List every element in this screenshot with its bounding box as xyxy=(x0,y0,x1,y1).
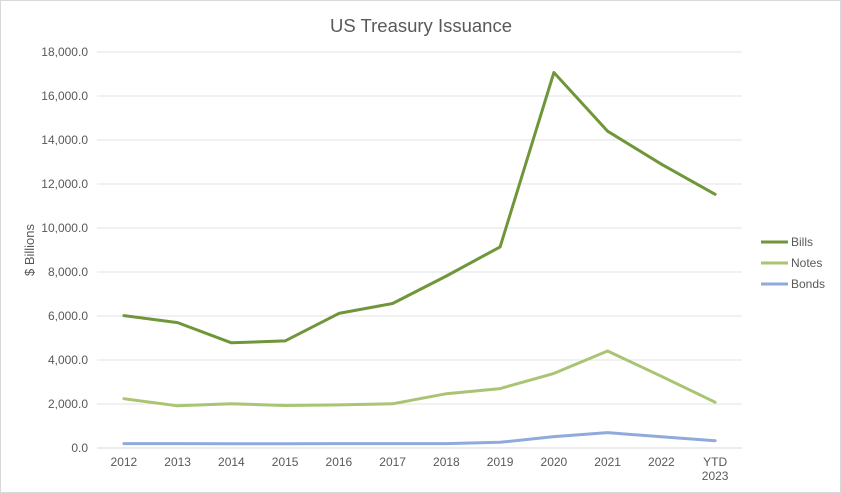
legend-label-bonds: Bonds xyxy=(791,277,825,291)
legend: Bills Notes Bonds xyxy=(761,235,825,291)
y-tick-label: 4,000.0 xyxy=(48,353,88,367)
series-line-bills xyxy=(122,71,717,345)
x-tick-label: 2020 xyxy=(541,455,568,469)
gridlines xyxy=(97,51,742,449)
series-lines xyxy=(122,71,717,446)
x-tick-label: 2012 xyxy=(111,455,138,469)
x-tick-label: 2021 xyxy=(594,455,621,469)
y-tick-label: 18,000.0 xyxy=(41,45,88,59)
y-axis-ticks: 0.0 2,000.0 4,000.0 6,000.0 8,000.0 10,000.0 1… xyxy=(41,45,88,455)
legend-label-notes: Notes xyxy=(791,256,822,270)
series-line-notes xyxy=(122,349,717,408)
x-tick-label: 2018 xyxy=(433,455,460,469)
y-tick-label: 14,000.0 xyxy=(41,133,88,147)
y-axis-title: $ Billions xyxy=(22,223,37,276)
y-tick-label: 0.0 xyxy=(71,441,88,455)
chart-title: US Treasury Issuance xyxy=(330,15,512,36)
x-tick-label: 2014 xyxy=(218,455,245,469)
x-tick-label: 2019 xyxy=(487,455,514,469)
x-tick-label: 2015 xyxy=(272,455,299,469)
y-tick-label: 8,000.0 xyxy=(48,265,88,279)
y-tick-label: 2,000.0 xyxy=(48,397,88,411)
y-tick-label: 10,000.0 xyxy=(41,221,88,235)
x-tick-label: 2017 xyxy=(379,455,406,469)
x-tick-label: 2016 xyxy=(326,455,353,469)
series-line-bonds xyxy=(122,431,717,446)
y-tick-label: 6,000.0 xyxy=(48,309,88,323)
y-tick-label: 16,000.0 xyxy=(41,89,88,103)
y-tick-label: 12,000.0 xyxy=(41,177,88,191)
legend-label-bills: Bills xyxy=(791,235,813,249)
x-tick-label: YTD 2023 xyxy=(702,455,729,483)
x-tick-label: 2013 xyxy=(164,455,191,469)
x-tick-label: 2022 xyxy=(648,455,675,469)
x-axis-ticks: 2012 2013 2014 2015 2016 2017 2018 2019 2020 2021… xyxy=(111,455,729,483)
